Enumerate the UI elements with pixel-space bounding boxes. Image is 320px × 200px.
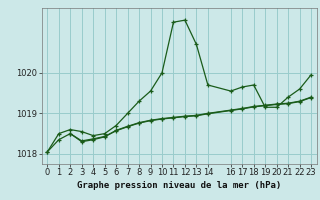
X-axis label: Graphe pression niveau de la mer (hPa): Graphe pression niveau de la mer (hPa)	[77, 181, 281, 190]
